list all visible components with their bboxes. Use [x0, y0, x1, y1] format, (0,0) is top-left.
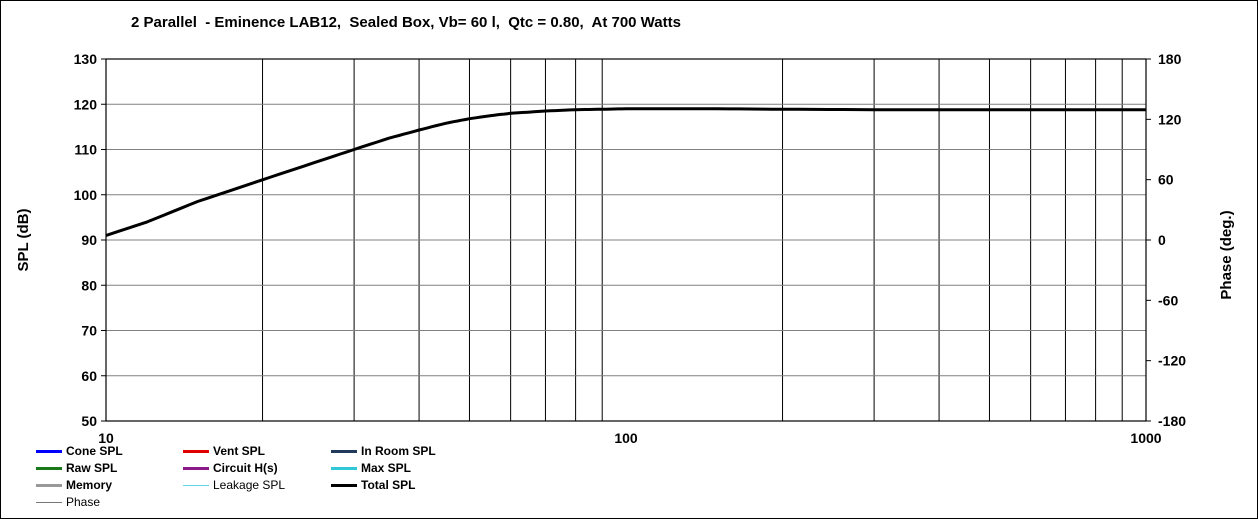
y2-tick-label: -120 [1158, 353, 1186, 369]
y-tick-label: 100 [74, 187, 98, 203]
legend-item: Phase [36, 495, 100, 509]
legend-label: Max SPL [361, 461, 412, 475]
y-axis-label: SPL (dB) [15, 208, 32, 271]
chart-title: 2 Parallel - Eminence LAB12, Sealed Box,… [131, 14, 681, 31]
y2-tick-label: 120 [1158, 111, 1182, 127]
legend-label: Vent SPL [213, 444, 266, 458]
y-tick-label: 130 [74, 51, 98, 67]
legend-label: Leakage SPL [213, 478, 286, 492]
legend-item: Raw SPL [36, 461, 117, 475]
legend-swatch [331, 483, 357, 487]
legend-label: In Room SPL [361, 444, 436, 458]
legend-label: Raw SPL [66, 461, 118, 475]
legend-label: Memory [66, 478, 113, 492]
legend-item: Circuit H(s) [183, 461, 278, 475]
legend-item: Total SPL [331, 478, 415, 492]
y-tick-label: 50 [81, 413, 97, 429]
legend-swatch [36, 501, 62, 503]
y2-axis-label: Phase (deg.) [1218, 210, 1235, 299]
y-tick-label: 70 [81, 323, 97, 339]
y2-tick-label: 0 [1158, 232, 1166, 248]
legend-item: Vent SPL [183, 444, 265, 458]
y2-tick-label: 60 [1158, 172, 1174, 188]
legend-swatch [36, 466, 62, 470]
legend-item: Max SPL [331, 461, 411, 475]
y-tick-label: 90 [81, 232, 97, 248]
legend-swatch [183, 484, 209, 486]
legend-swatch [36, 449, 62, 453]
legend-swatch [36, 483, 62, 487]
x-tick-label: 10 [98, 430, 114, 446]
x-tick-label: 100 [614, 430, 638, 446]
y-tick-label: 60 [81, 368, 97, 384]
legend-label: Phase [66, 495, 101, 509]
x-tick-label: 1000 [1130, 430, 1161, 446]
y2-tick-label: 180 [1158, 51, 1182, 67]
y-tick-label: 110 [74, 142, 97, 158]
legend-swatch [331, 466, 357, 470]
legend-label: Cone SPL [66, 444, 123, 458]
legend-item: Leakage SPL [183, 478, 285, 492]
legend-label: Total SPL [361, 478, 416, 492]
legend-item: Cone SPL [36, 444, 123, 458]
legend-label: Circuit H(s) [213, 461, 278, 475]
legend-swatch [183, 466, 209, 470]
legend-item: Memory [36, 478, 112, 492]
series-line-total-spl [105, 107, 1146, 237]
legend-swatch [331, 449, 357, 453]
y2-tick-label: -60 [1158, 292, 1178, 308]
y-tick-label: 120 [74, 96, 98, 112]
y-tick-label: 80 [81, 277, 97, 293]
legend-item: In Room SPL [331, 444, 436, 458]
y2-tick-label: -180 [1158, 413, 1186, 429]
legend-swatch [183, 449, 209, 453]
